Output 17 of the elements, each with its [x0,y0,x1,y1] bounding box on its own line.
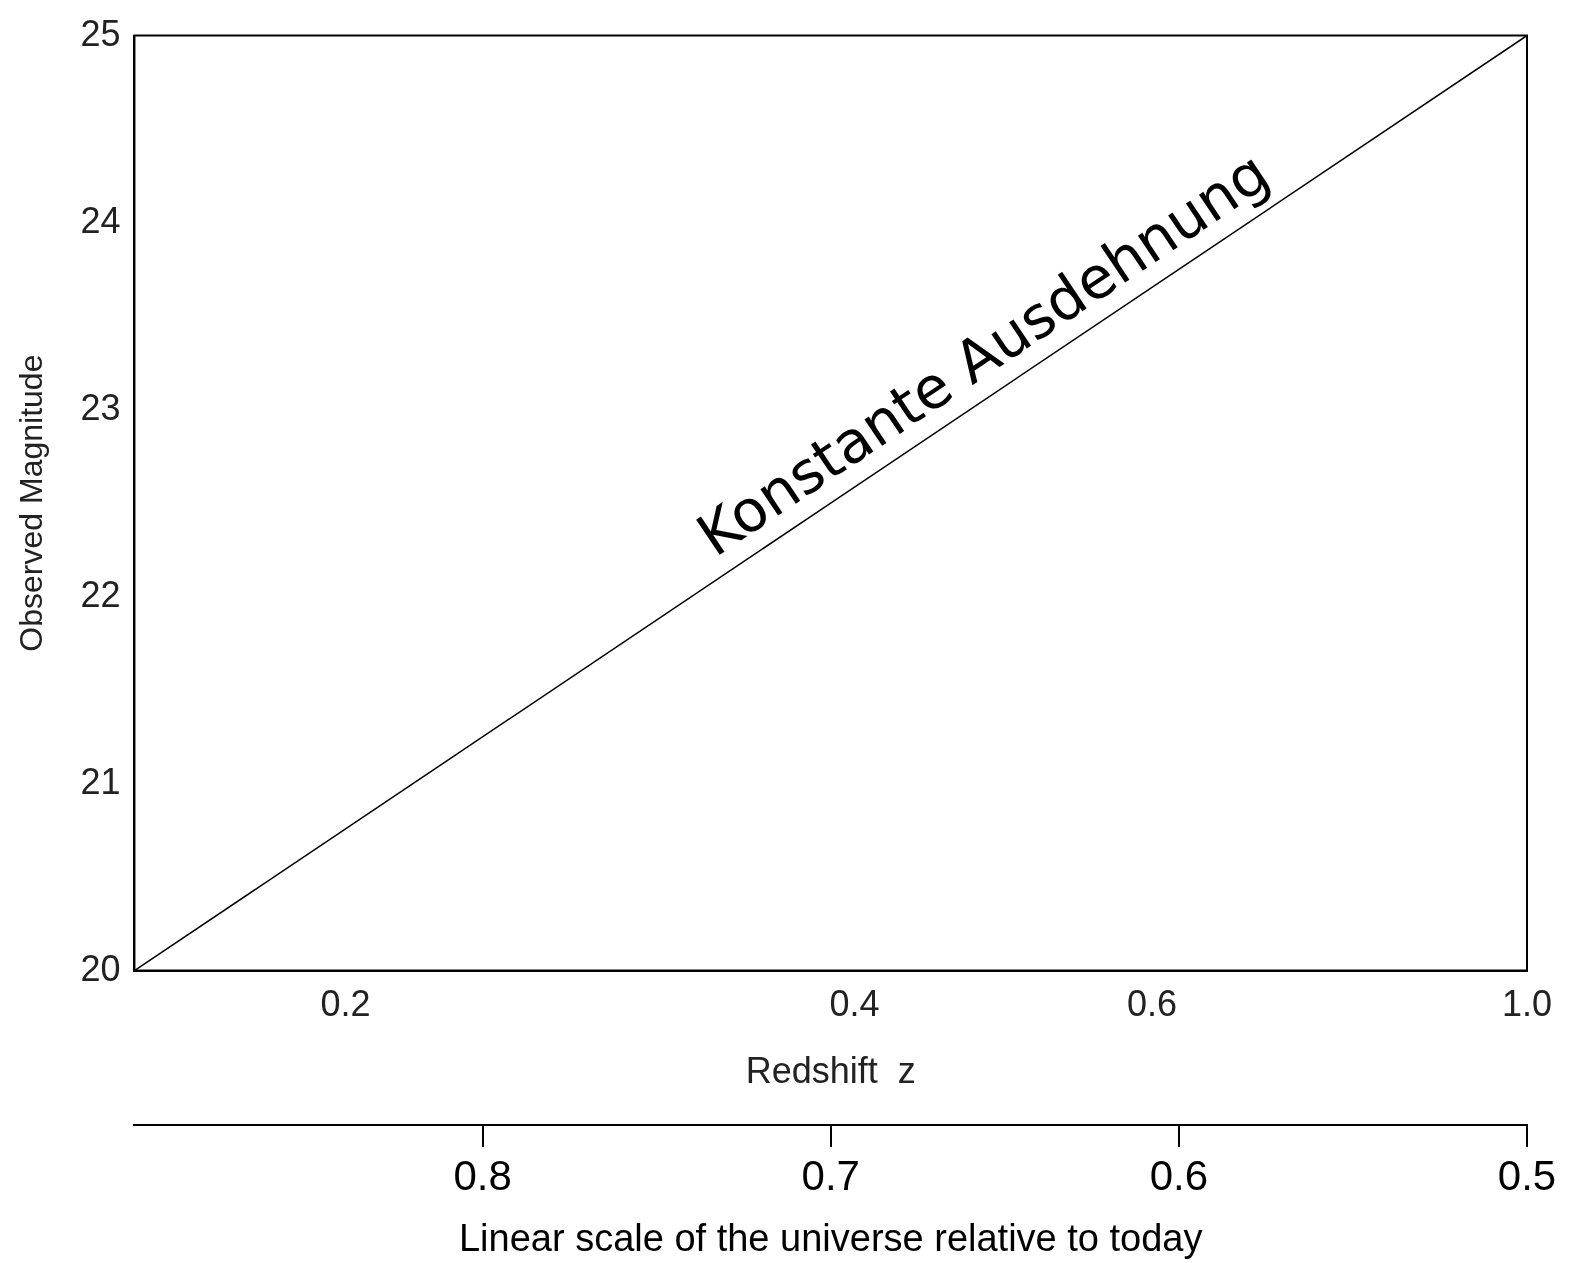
y-axis-title: Observed Magnitude [13,354,50,652]
x-tick-label: 1.0 [1501,983,1553,1025]
x-axis-title: Redshift z [745,1050,916,1092]
x2-tick-label: 0.8 [453,1151,512,1199]
x2-tick-label: 0.6 [1149,1151,1209,1199]
y-tick-label: 20 [80,947,121,989]
x-tick-label: 0.6 [1127,983,1178,1025]
y-tick-label: 24 [80,199,121,241]
x-tick-label: 0.2 [320,983,371,1025]
y-tick-label: 21 [80,760,121,802]
x2-tick-label: 0.5 [1497,1151,1557,1199]
y-tick-label: 22 [80,573,121,615]
x-tick-label: 0.4 [829,983,880,1025]
y-tick-label: 23 [80,386,121,428]
x2-tick-label: 0.7 [801,1151,860,1199]
x2-axis-title: Linear scale of the universe relative to today [458,1216,1203,1259]
y-tick-label: 25 [80,12,121,54]
